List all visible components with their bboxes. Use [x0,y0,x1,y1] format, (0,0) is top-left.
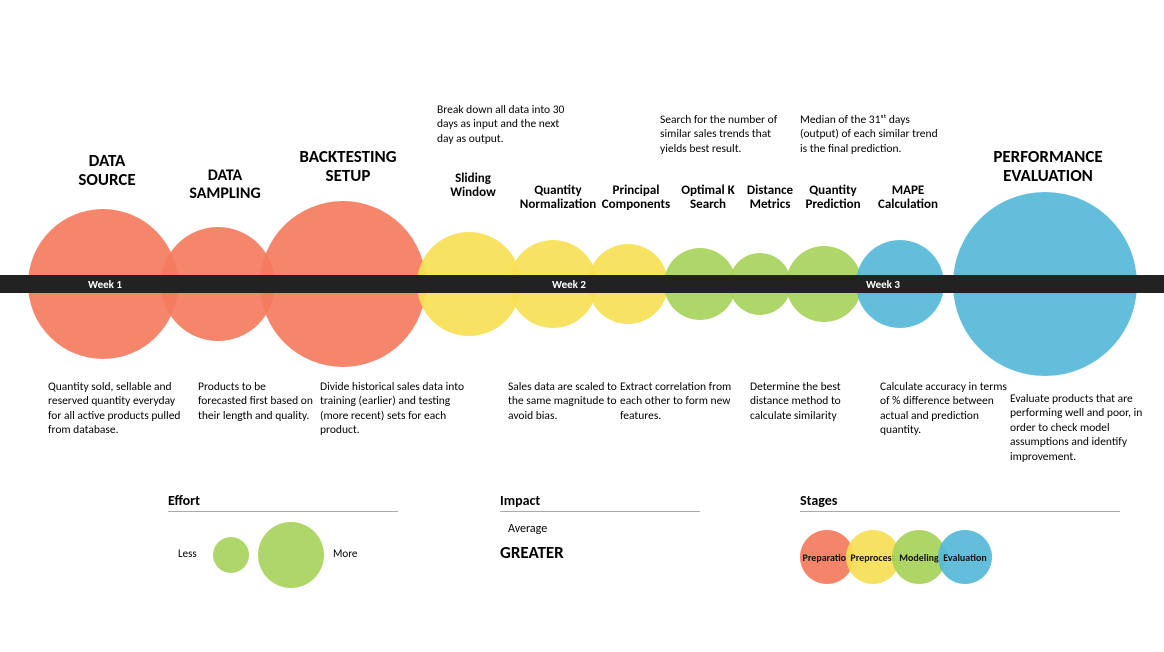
subtitle-mape-calc: MAPECalculation [870,184,946,213]
desc-bot-principal-components: Extract correlation from each other to f… [620,380,740,423]
desc-bot-distance-metrics: Determine the best distance method to ca… [750,380,880,423]
desc-bot-mape-calc: Calculate accuracy in terms of % differe… [880,380,1015,438]
desc-top-quantity-prediction: Median of the 31ˢᵗ days (output) of each… [800,113,945,156]
title-data-source: DATASOURCE [62,152,152,189]
subtitle-sliding-window: SlidingWindow [438,172,508,201]
subtitle-optimal-k: Optimal KSearch [673,184,743,213]
stage-evaluation: Evaluation [938,530,992,584]
desc-bot-data-source: Quantity sold, sellable and reserved qua… [48,380,188,438]
desc-bot-quantity-normalization: Sales data are scaled to the same magnit… [508,380,618,423]
desc-bot-backtesting-setup: Divide historical sales data into traini… [320,380,478,438]
title-data-sampling: DATASAMPLING [175,167,275,202]
legend-impact: ImpactAverageGREATER [500,492,700,563]
desc-top-optimal-k: Search for the number of similar sales t… [660,113,790,156]
desc-bot-performance-eval: Evaluate products that are performing we… [1010,392,1155,464]
axis-label: Week 3 [866,278,900,291]
subtitle-quantity-prediction: QuantityPrediction [800,184,866,213]
subtitle-quantity-normalization: QuantityNormalization [510,184,606,213]
legend-impact-average: Average [508,522,700,536]
legend-effort-less: Less [178,547,197,560]
axis-label: Week 2 [552,278,586,291]
legend-impact-greater: GREATER [500,542,700,563]
legend-effort-large [258,522,324,588]
subtitle-distance-metrics: DistanceMetrics [740,184,800,213]
desc-bot-data-sampling: Products to be forecasted first based on… [198,380,316,423]
legend-stages: StagesPreparationPreprocessModelingEvalu… [800,492,1120,584]
timeline-axis: Week 1 Week 2 Week 3 [0,275,1164,293]
legend-effort: EffortLessMore [168,492,398,602]
legend-effort-more: More [333,547,357,560]
desc-top-sliding-window: Break down all data into 30 days as inpu… [437,103,577,146]
title-backtesting-setup: BACKTESTINGSETUP [283,148,413,185]
subtitle-principal-components: PrincipalComponents [593,184,679,213]
axis-label: Week 1 [88,278,122,291]
title-performance-eval: PERFORMANCEEVALUATION [968,148,1128,185]
legend-effort-small [213,537,249,573]
